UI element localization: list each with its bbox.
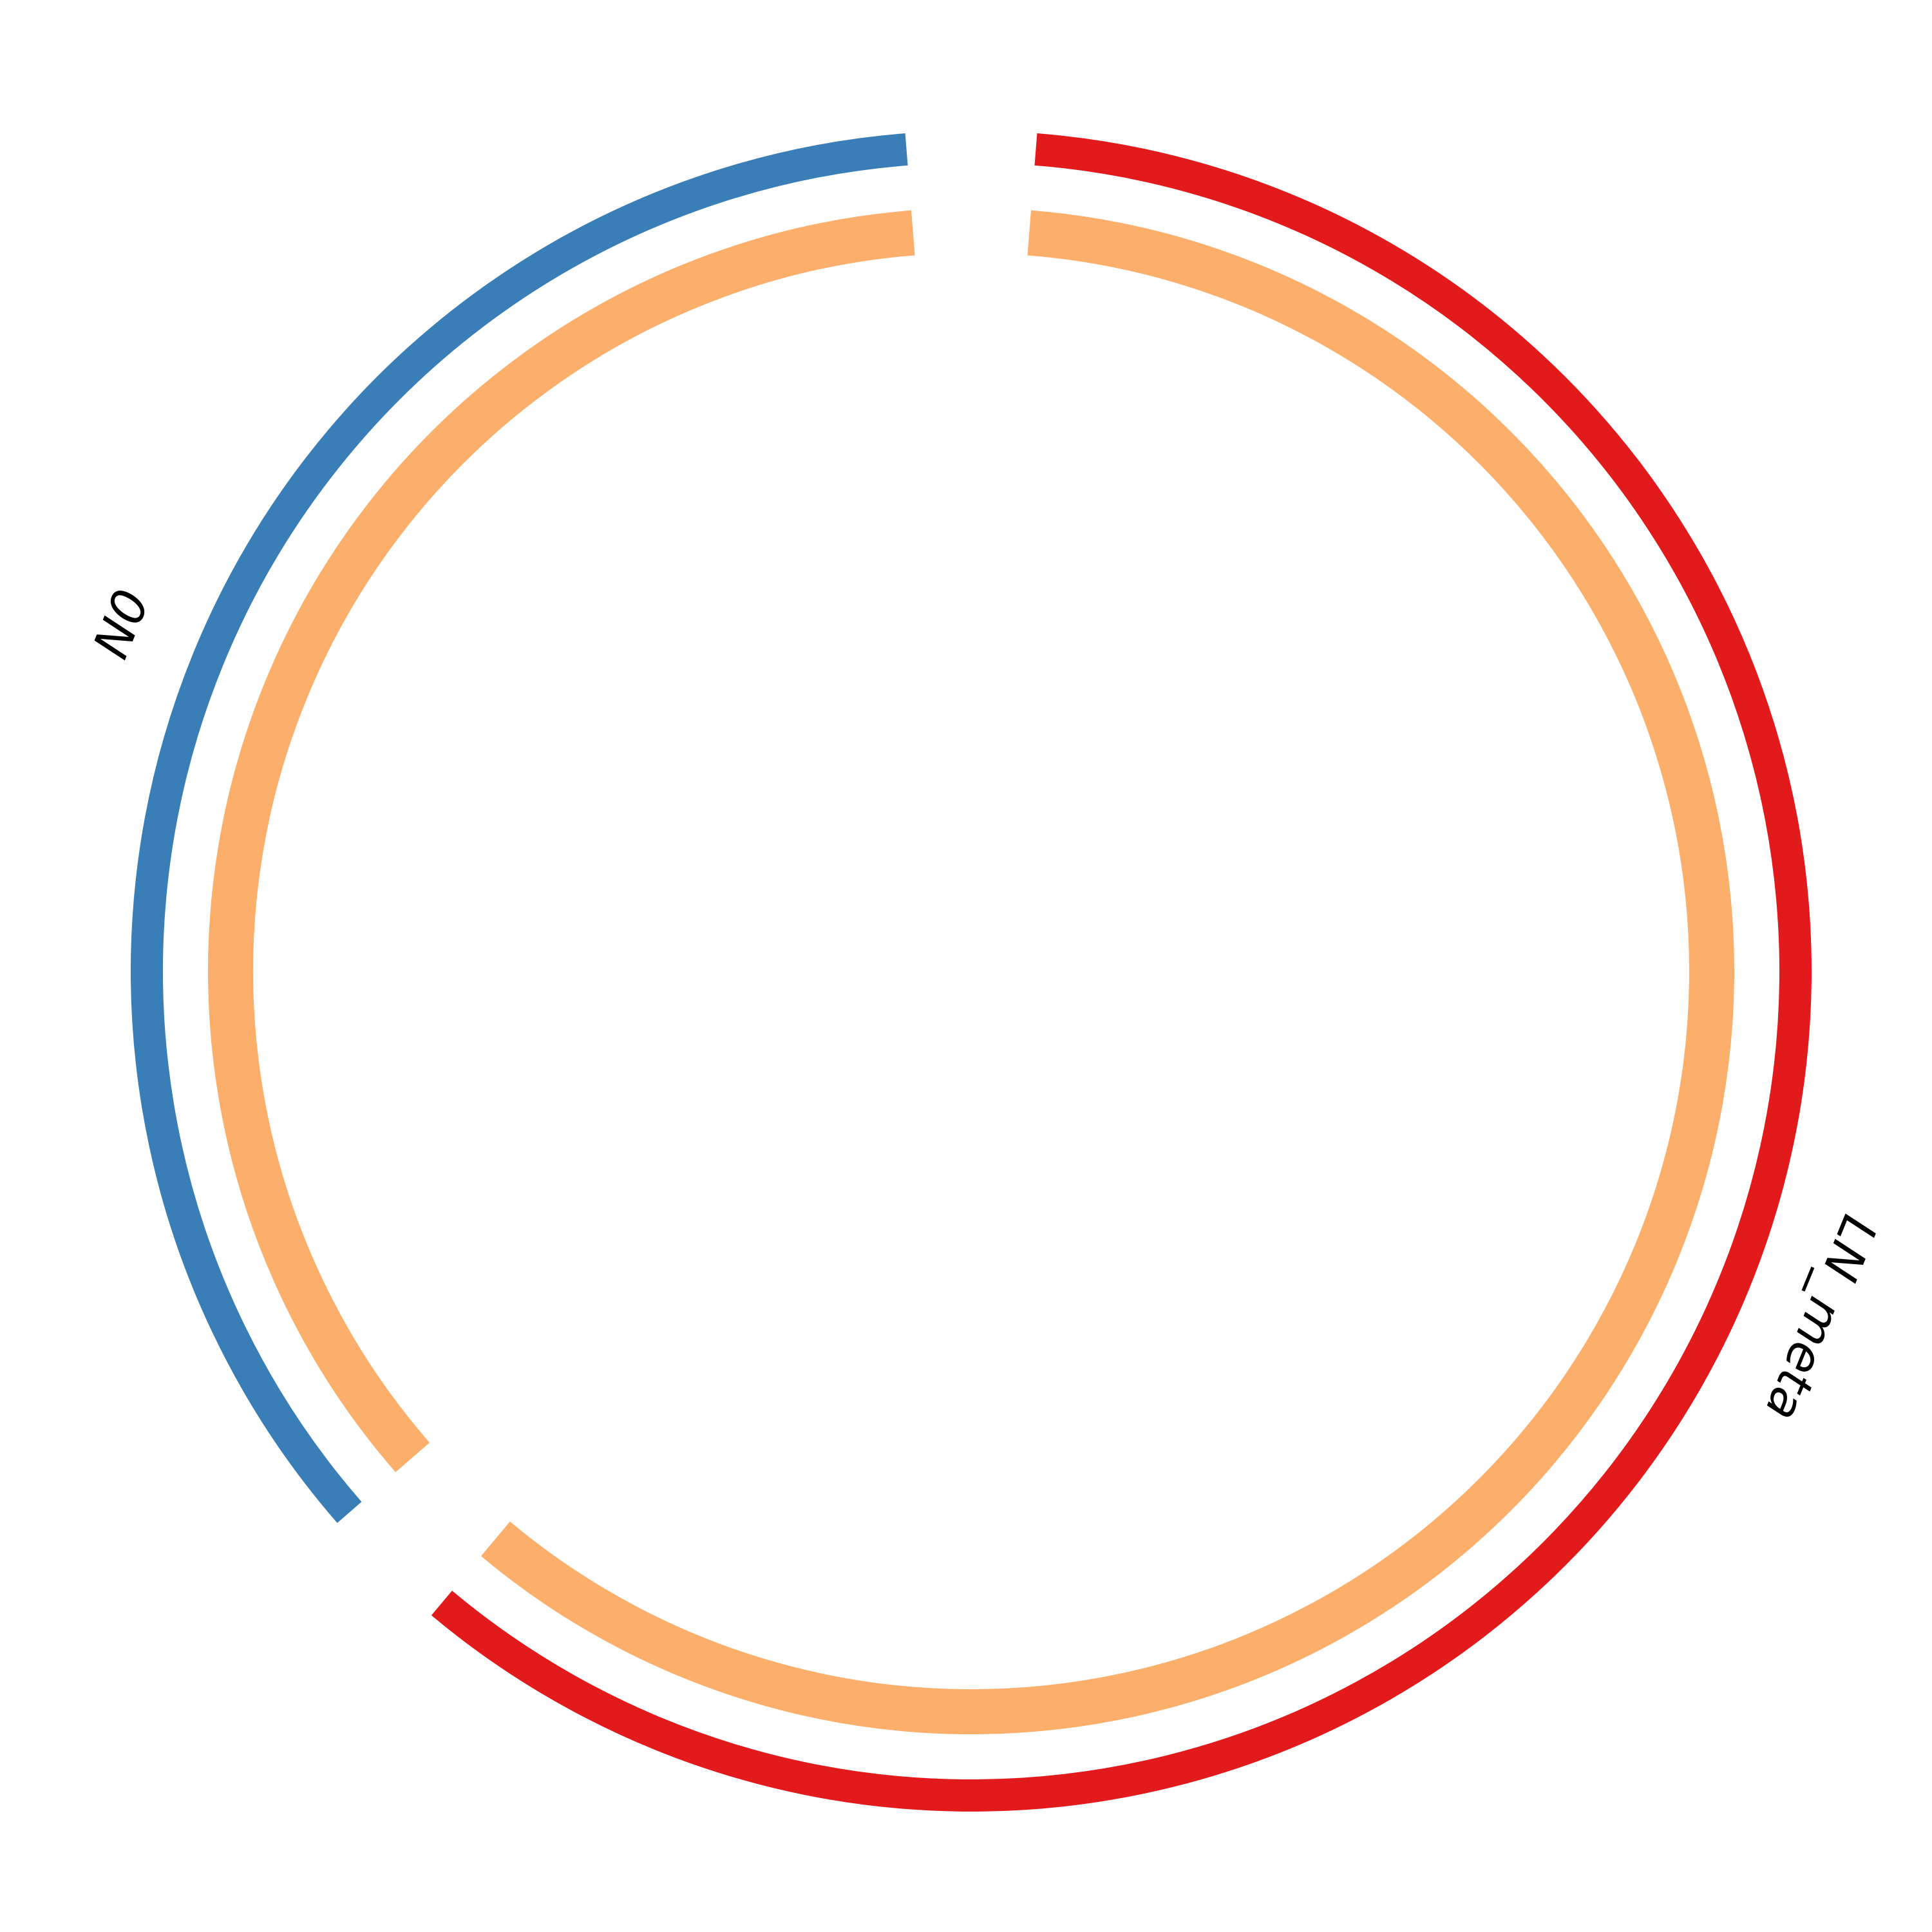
link-layer [208, 210, 1734, 1734]
sector-arc-ln-meta [431, 133, 1812, 1812]
sector-label-n0: N0 [82, 582, 160, 666]
link-band-to-0 [480, 210, 1734, 1734]
sector-arc-n0 [131, 133, 908, 1523]
link-band-from-0 [208, 210, 915, 1473]
sector-label-ln-meta: LN_meta [1754, 1208, 1888, 1429]
sector-ring-layer [131, 133, 1812, 1812]
